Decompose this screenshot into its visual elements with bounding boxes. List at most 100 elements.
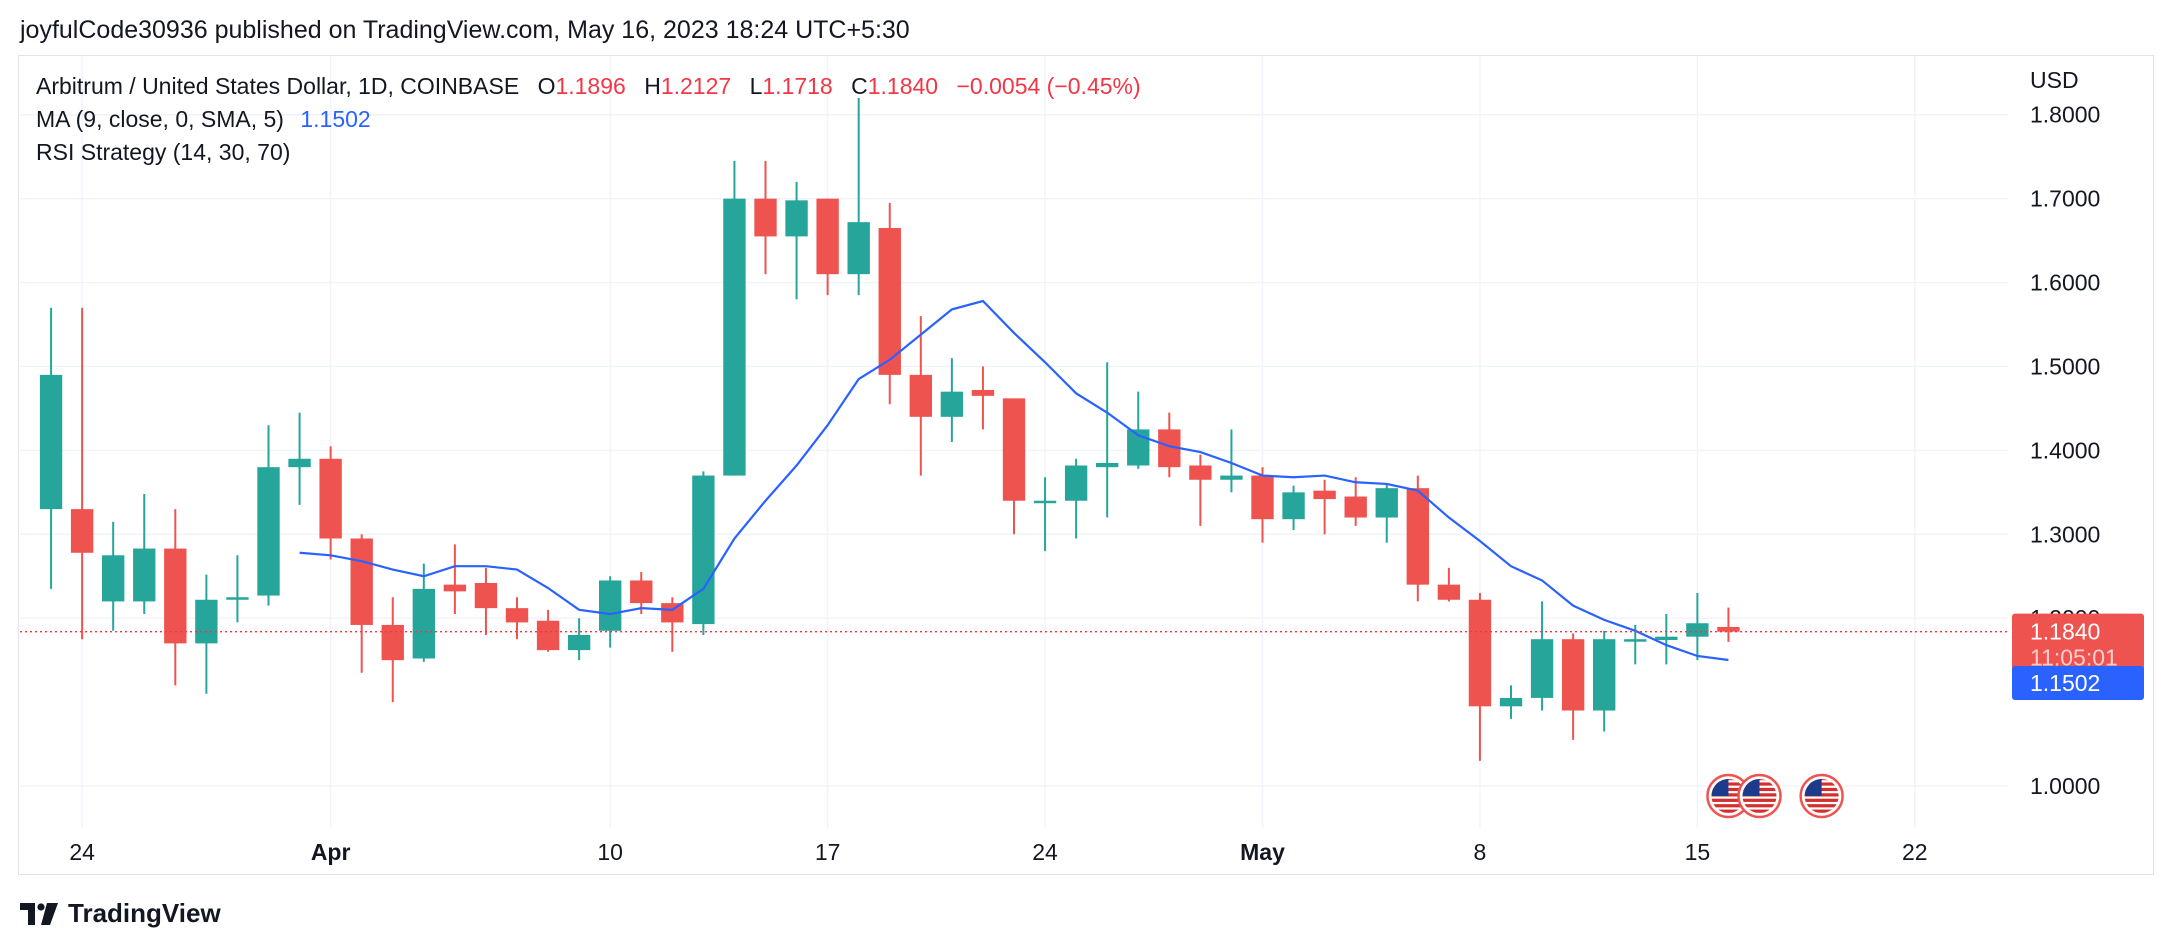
candle-up	[1499, 685, 1523, 719]
tradingview-brand-text: TradingView	[68, 898, 221, 928]
candle-body	[474, 582, 498, 609]
legend-ma-row[interactable]: MA (9, close, 0, SMA, 5) 1.1502	[36, 103, 1141, 136]
x-axis-tick-label: 15	[1685, 839, 1711, 865]
candle-up	[1593, 630, 1616, 732]
candle-body	[1624, 639, 1647, 642]
us-flag-icon[interactable]	[1706, 773, 1751, 819]
high-label: H	[644, 73, 661, 99]
candle-up	[102, 521, 125, 631]
candle-down	[1344, 477, 1367, 526]
us-flag-icon[interactable]	[1737, 773, 1782, 819]
candle-body	[1282, 492, 1305, 520]
x-axis-tick-label: 10	[597, 839, 623, 865]
candle-down	[1561, 633, 1585, 740]
flag-body	[1804, 779, 1839, 813]
candle-body	[1468, 599, 1492, 707]
flag-stripe	[1742, 804, 1777, 808]
rsi-strategy-label: RSI Strategy (14, 30, 70)	[36, 139, 291, 165]
candle-down	[164, 509, 187, 686]
x-axis-tick-label: May	[1240, 839, 1285, 865]
candle-down	[971, 366, 995, 430]
candle-up	[288, 412, 311, 505]
candle-body	[1344, 496, 1367, 518]
candle-up	[412, 563, 435, 662]
open-label: O	[537, 73, 556, 99]
candle-body	[102, 555, 125, 602]
candle-body	[1002, 398, 1026, 501]
candle-up	[940, 358, 964, 442]
candle-up	[1127, 391, 1150, 469]
candle-body	[971, 389, 995, 396]
candle-up	[195, 574, 218, 694]
x-axis-tick-label: 24	[1032, 839, 1058, 865]
candle-down	[70, 307, 94, 640]
flag-stripe	[1804, 809, 1839, 813]
candle-body	[692, 475, 715, 625]
candle-down	[319, 446, 342, 560]
candle-body	[847, 222, 870, 275]
ma-indicator-value: 1.1502	[300, 106, 371, 132]
us-flag-icon[interactable]	[1799, 773, 1844, 819]
candle-body	[381, 624, 404, 661]
candle-body	[39, 374, 63, 510]
candle-body	[1593, 639, 1616, 711]
candle-body	[630, 580, 653, 604]
candle-up	[257, 425, 280, 606]
ma-indicator-label: MA (9, close, 0, SMA, 5)	[36, 106, 284, 132]
close-label: C	[851, 73, 868, 99]
candle-down	[816, 198, 839, 296]
candle-up	[1096, 362, 1119, 518]
candle-body	[319, 458, 342, 539]
candle-body	[443, 584, 467, 592]
low-value: 1.1718	[762, 73, 833, 99]
y-axis-currency-label: USD	[2030, 67, 2079, 93]
flag-stripe	[1711, 798, 1746, 802]
legend-rsi-row[interactable]: RSI Strategy (14, 30, 70)	[36, 136, 1141, 169]
candle-up	[133, 494, 156, 615]
candle-up	[692, 471, 715, 635]
candle-body	[1158, 429, 1181, 468]
ma-price-label: 1.1502	[2012, 666, 2144, 701]
candle-up	[1530, 601, 1554, 711]
candle-body	[1313, 490, 1336, 500]
candle-body	[754, 198, 777, 237]
candle-down	[474, 567, 498, 635]
candle-body	[1717, 626, 1740, 632]
candle-body	[1561, 639, 1585, 711]
candle-body	[1096, 462, 1119, 468]
candle-body	[164, 548, 187, 644]
candle-up	[1375, 483, 1398, 543]
current-price-label-bg	[2012, 613, 2144, 674]
candle-up	[599, 576, 622, 648]
candle-up	[1686, 593, 1709, 661]
candle-body	[133, 548, 156, 602]
candle-body	[1251, 475, 1274, 520]
candle-up	[226, 555, 249, 623]
open-value: 1.1896	[555, 73, 626, 99]
candle-up	[1064, 458, 1088, 539]
tradingview-logo-icon	[20, 902, 58, 925]
candle-up	[1655, 614, 1678, 665]
candle-up	[723, 160, 746, 476]
current-price-value: 1.1840	[2030, 619, 2100, 645]
symbol-title[interactable]: Arbitrum / United States Dollar, 1D, COI…	[36, 73, 520, 99]
candle-body	[878, 228, 901, 375]
candle-body	[1375, 488, 1398, 518]
candle-down	[1468, 593, 1492, 761]
candle-body	[567, 635, 591, 651]
candle-down	[909, 316, 932, 476]
tradingview-brand[interactable]: TradingView	[20, 898, 221, 929]
candle-down	[1002, 398, 1026, 535]
candle-up	[39, 307, 63, 589]
candle-up	[1220, 429, 1243, 493]
x-axis-tick-label: 17	[815, 839, 841, 865]
publisher-line: joyfulCode30936 published on TradingView…	[20, 16, 910, 44]
candle-up	[567, 618, 591, 661]
ma-line	[299, 299, 1729, 662]
change-value: −0.0054 (−0.45%)	[956, 73, 1141, 99]
high-value: 1.2127	[660, 73, 732, 99]
y-axis-tick-label: 1.8000	[2030, 102, 2100, 128]
candle-body	[195, 599, 218, 644]
candle-body	[226, 597, 249, 600]
